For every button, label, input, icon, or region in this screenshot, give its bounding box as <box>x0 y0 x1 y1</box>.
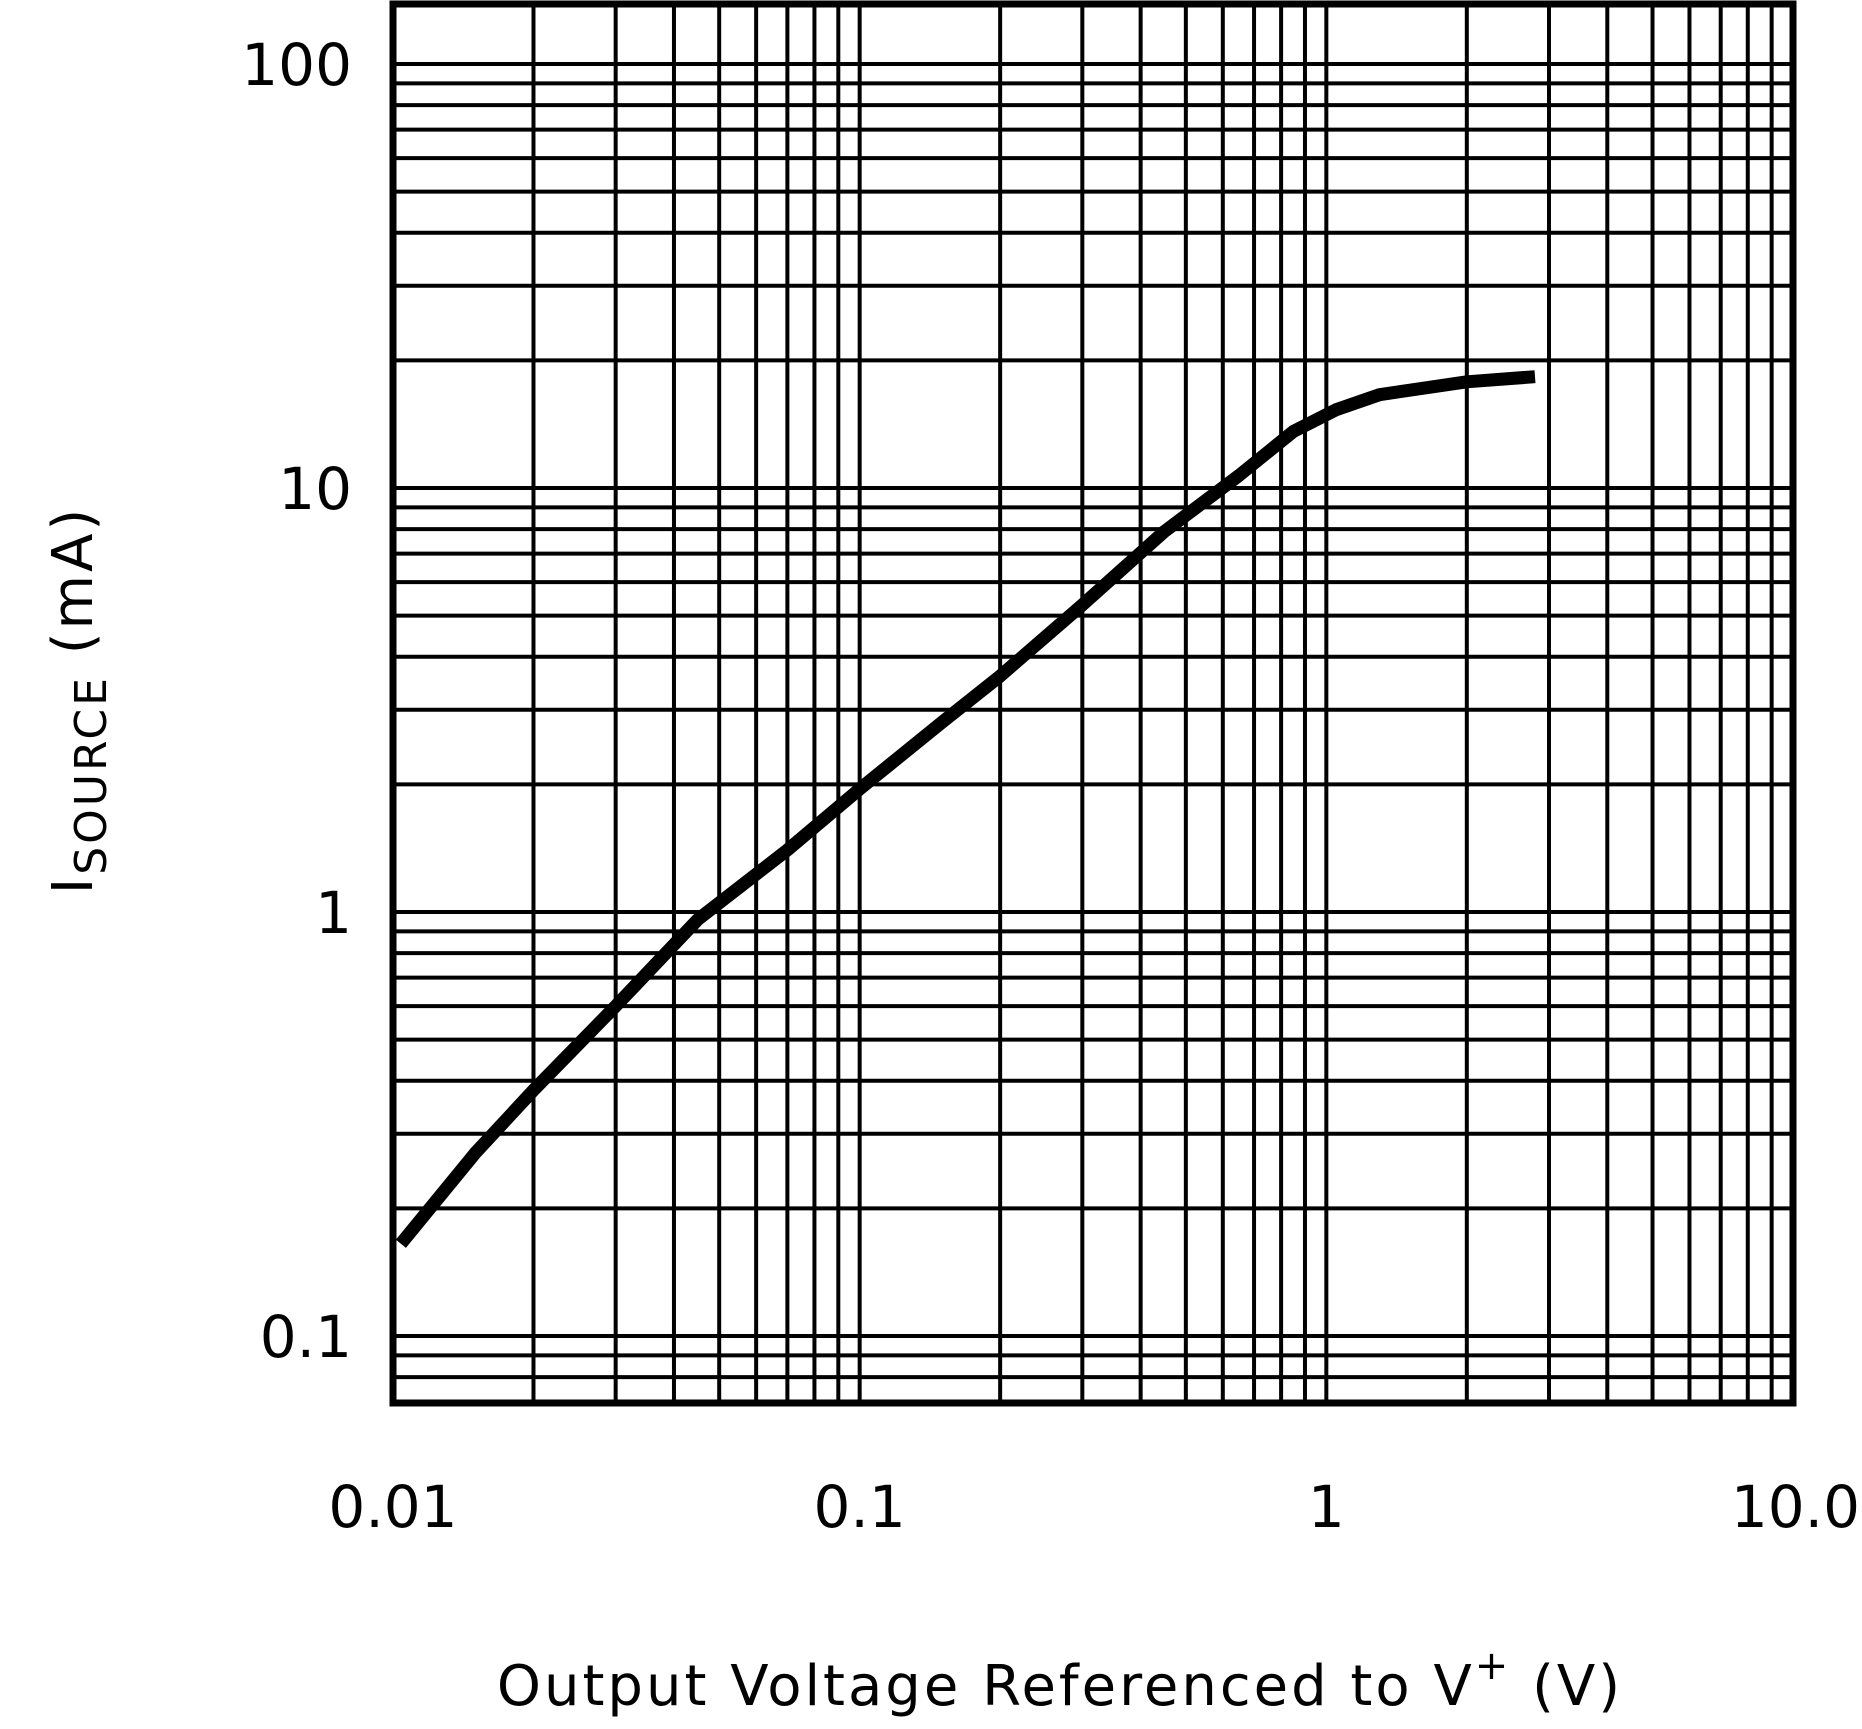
x-tick-label: 0.01 <box>328 1473 457 1541</box>
grid <box>393 4 1793 1403</box>
y-tick-label: 1 <box>315 879 352 947</box>
data-series-line <box>395 370 1536 1248</box>
y-tick-label: 100 <box>241 31 352 99</box>
x-axis-title: Output Voltage Referenced to V+ (V) <box>497 1643 1623 1719</box>
x-tick-label: 0.1 <box>814 1473 906 1541</box>
plot-frame <box>389 0 1797 1407</box>
y-axis-title-main: I <box>41 875 106 895</box>
y-axis-title-unit: (mA) <box>41 506 106 675</box>
x-tick-label: 10.0 <box>1731 1473 1860 1541</box>
x-axis-title-superscript: + <box>1475 1643 1512 1689</box>
x-axis-title-unit: (V) <box>1511 1654 1623 1719</box>
y-axis-title: ISOURCE (mA) <box>41 506 117 895</box>
y-tick-labels: 0.1 1 10 100 <box>241 31 352 1371</box>
x-tick-labels: 0.01 0.1 1 10.0 <box>328 1473 1860 1541</box>
x-axis-title-main: Output Voltage Referenced to V <box>497 1654 1475 1719</box>
y-tick-label: 0.1 <box>260 1303 352 1371</box>
y-axis-title-subscript: SOURCE <box>66 675 117 875</box>
y-tick-label: 10 <box>278 455 352 523</box>
x-tick-label: 1 <box>1308 1473 1345 1541</box>
